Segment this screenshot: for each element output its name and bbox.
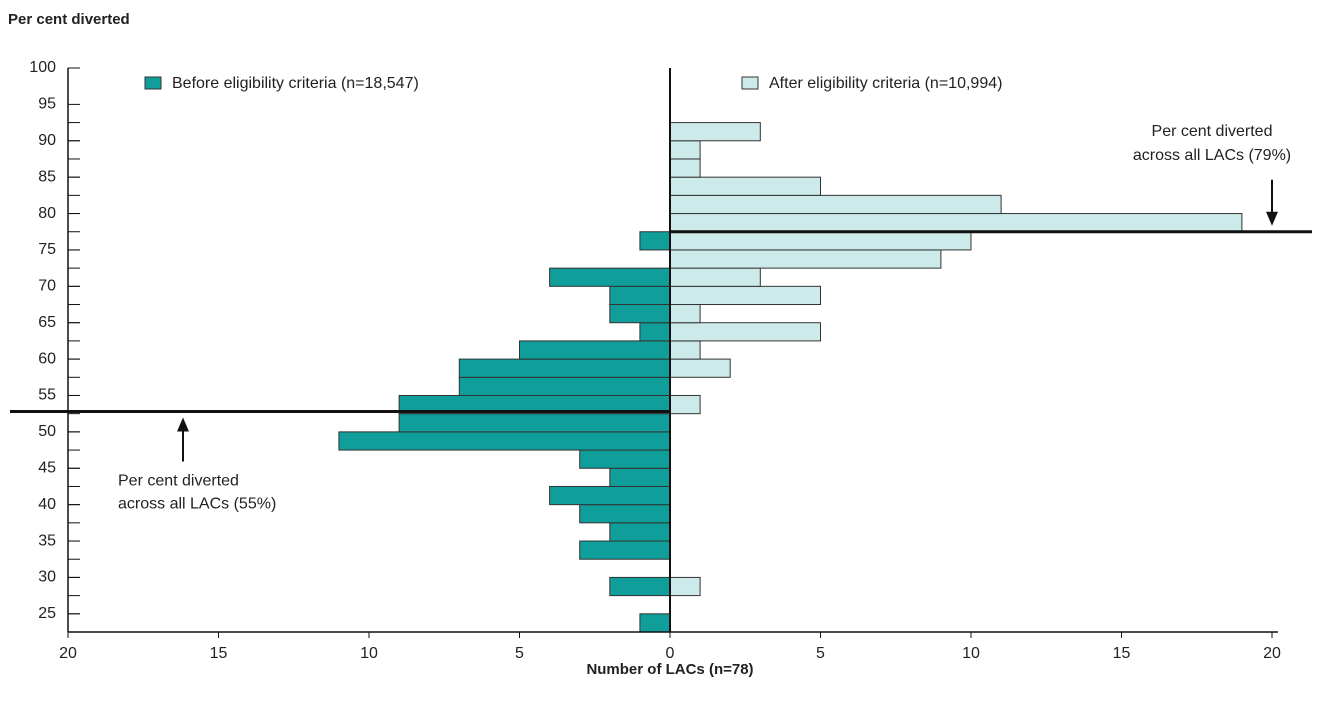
- bar: [669, 304, 701, 324]
- y-tick-label: 35: [38, 532, 56, 549]
- y-tick-label: 70: [38, 278, 56, 295]
- bar: [579, 540, 671, 560]
- bar: [609, 285, 671, 306]
- y-tick-label: 45: [38, 459, 56, 476]
- annotation: across all LACs (55%): [118, 496, 276, 513]
- bar: [458, 376, 671, 396]
- y-tick-label: 25: [38, 605, 56, 622]
- y-tick-label: 85: [38, 168, 56, 185]
- y-tick-label: 50: [38, 423, 56, 440]
- bar: [669, 285, 821, 306]
- x-axis-label: Number of LACs (n=78): [586, 661, 753, 678]
- x-tick-label: 5: [816, 645, 825, 662]
- arrow-head: [1266, 211, 1278, 226]
- y-tick-label: 30: [38, 569, 56, 586]
- bar: [579, 449, 671, 469]
- legend-label: After eligibility criteria (n=10,994): [769, 75, 1002, 92]
- x-tick-label: 15: [1113, 645, 1131, 662]
- bar: [669, 158, 701, 178]
- bar: [639, 322, 671, 342]
- bar: [609, 467, 671, 487]
- y-tick-label: 95: [38, 96, 56, 113]
- bar: [549, 485, 671, 506]
- bar: [609, 304, 671, 324]
- bar: [398, 413, 671, 433]
- bar: [609, 576, 671, 597]
- annotation: Per cent diverted: [1152, 123, 1273, 140]
- bar: [669, 340, 701, 360]
- x-tick-label: 20: [59, 645, 77, 662]
- bar: [458, 358, 671, 378]
- bar: [639, 613, 671, 633]
- bar: [579, 504, 671, 524]
- bar: [639, 231, 671, 251]
- bar: [669, 322, 821, 342]
- y-tick-label: 90: [38, 132, 56, 149]
- legend-label: Before eligibility criteria (n=18,547): [172, 75, 419, 92]
- y-tick-label: 65: [38, 314, 56, 331]
- y-tick-label: 60: [38, 350, 56, 367]
- annotation: Per cent diverted: [118, 473, 239, 490]
- bar: [669, 194, 1002, 215]
- y-tick-label: 55: [38, 387, 56, 404]
- y-tick-label: 80: [38, 205, 56, 222]
- bar: [669, 267, 761, 287]
- bar: [669, 213, 1243, 233]
- bar: [338, 431, 671, 451]
- bar: [669, 231, 972, 251]
- y-tick-label: 75: [38, 241, 56, 258]
- bar: [549, 267, 671, 287]
- chart-title: Per cent diverted: [8, 11, 130, 28]
- bar: [669, 358, 731, 378]
- x-tick-label: 20: [1263, 645, 1281, 662]
- x-tick-label: 10: [962, 645, 980, 662]
- x-tick-label: 0: [666, 645, 675, 662]
- bar: [669, 176, 821, 196]
- bar: [669, 249, 942, 269]
- bar: [669, 140, 701, 160]
- annotation: across all LACs (79%): [1133, 147, 1291, 164]
- legend-swatch: [144, 76, 162, 90]
- x-tick-label: 10: [360, 645, 378, 662]
- y-tick-label: 100: [29, 59, 56, 76]
- bar: [519, 340, 671, 360]
- bar: [609, 522, 671, 542]
- bar: [669, 576, 701, 597]
- y-tick-label: 40: [38, 496, 56, 513]
- bar: [669, 394, 701, 415]
- bar: [669, 122, 761, 142]
- x-tick-label: 15: [210, 645, 228, 662]
- arrow-head: [177, 417, 189, 432]
- x-tick-label: 5: [515, 645, 524, 662]
- legend-swatch: [741, 76, 759, 90]
